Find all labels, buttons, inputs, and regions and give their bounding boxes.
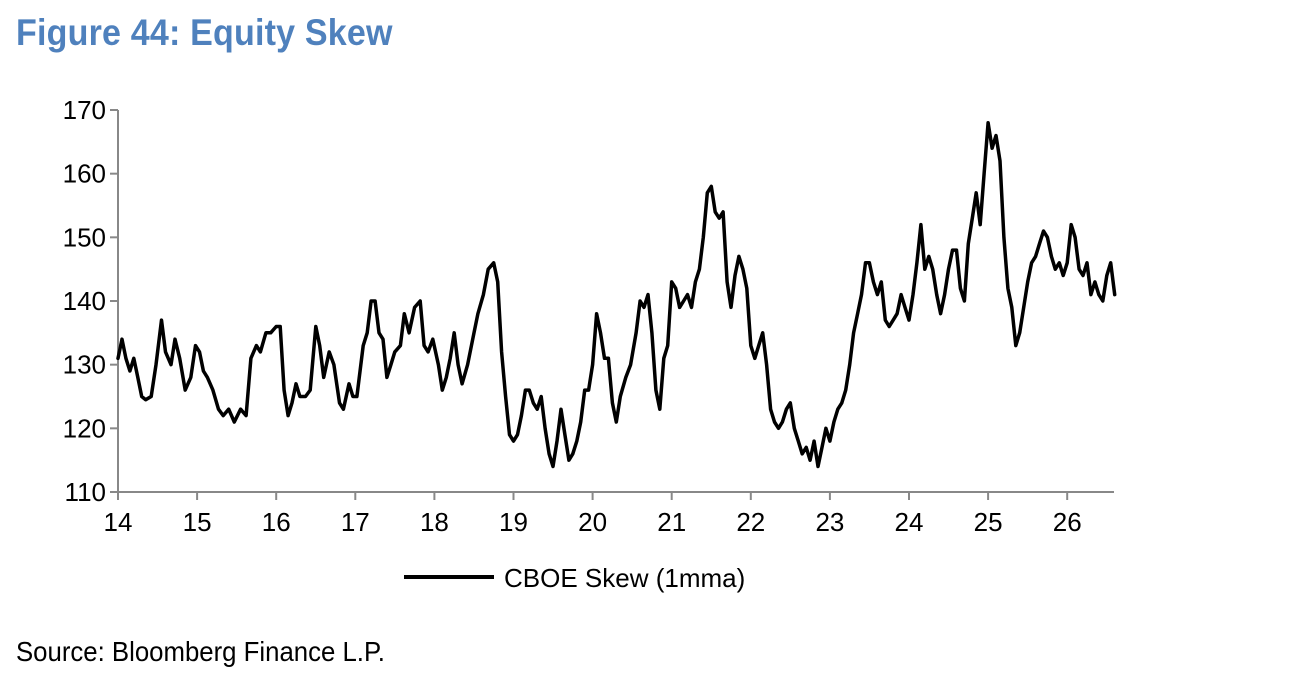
x-tick-label: 20 [578,507,607,537]
x-tick-label: 23 [815,507,844,537]
series-layer [116,120,1117,469]
x-tick-label: 26 [1053,507,1082,537]
x-tick-label: 15 [183,507,212,537]
series-line [116,120,1117,469]
x-axis: 14 15 16 17 18 19 20 21 22 23 24 25 26 [104,491,1114,537]
source-note: Source: Bloomberg Finance L.P. [16,636,385,667]
x-tick-label: 22 [736,507,765,537]
y-tick-label: 120 [63,413,106,443]
legend-label: CBOE Skew (1mma) [504,563,745,593]
legend: CBOE Skew (1mma) [404,563,745,593]
x-tick-label: 25 [974,507,1003,537]
x-tick-label: 21 [657,507,686,537]
x-tick-label: 19 [499,507,528,537]
x-tick-label: 16 [262,507,291,537]
figure-title: Figure 44: Equity Skew [16,12,393,53]
x-tick-label: 24 [895,507,924,537]
y-tick-label: 130 [63,350,106,380]
y-axis: 110 120 130 140 150 160 170 [63,95,119,507]
x-tick-label: 14 [104,507,133,537]
x-tick-label: 17 [341,507,370,537]
y-tick-label: 110 [65,477,106,507]
y-tick-label: 140 [63,286,106,316]
y-tick-label: 170 [63,95,106,125]
x-tick-label: 18 [420,507,449,537]
y-tick-label: 160 [63,159,106,189]
y-tick-label: 150 [63,222,106,252]
